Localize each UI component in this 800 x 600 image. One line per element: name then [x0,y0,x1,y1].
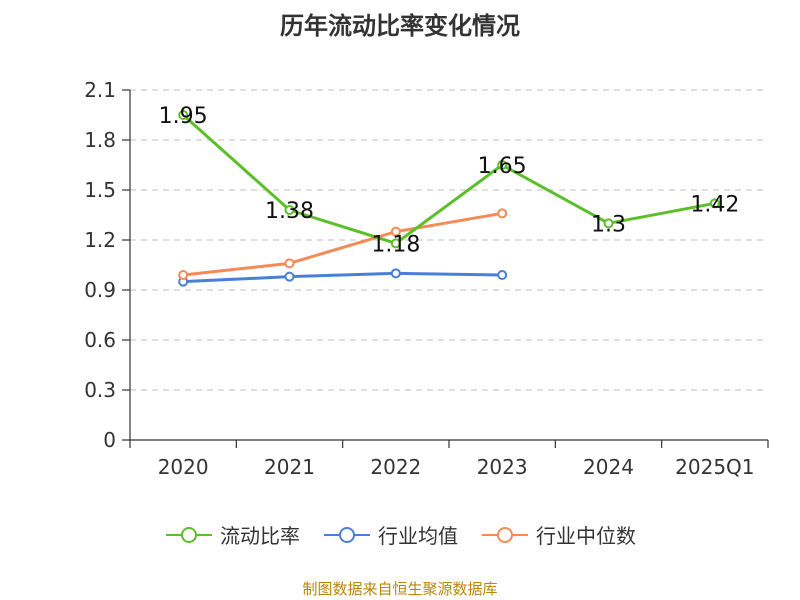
y-tick-label: 0.9 [84,278,116,302]
legend-swatch-median [480,525,530,545]
data-label: 1.18 [371,232,420,257]
data-point-median[interactable] [390,226,401,237]
grid-layer [130,89,768,391]
y-tick-label: 1.2 [84,228,116,252]
data-point-liudong[interactable] [709,198,720,209]
legend-swatch-liudong [164,525,214,545]
series-line-avg [183,271,503,284]
y-tick-label: 0.6 [84,328,116,352]
legend-item-avg[interactable]: 行业均值 [322,520,458,549]
x-tick-label: 2022 [370,455,421,479]
x-tick-label: 2024 [583,455,634,479]
data-point-liudong[interactable] [178,110,189,120]
chart-title: 历年流动比率变化情况 [280,12,520,40]
data-point-liudong[interactable] [284,205,295,215]
data-point-liudong[interactable] [497,160,508,170]
y-tick-label: 0 [103,428,116,452]
x-tick-label: 2020 [158,455,209,479]
data-point-liudong[interactable] [603,218,614,229]
data-label: 1.65 [478,154,527,179]
series-layer [178,110,720,287]
axis-layer: 0 0.3 0.6 0.9 1.2 1.5 1.8 2.1 2020 2021 2022 2023 20… [84,78,769,479]
series-line-liudong [182,113,716,245]
x-tick-label: 2021 [264,455,315,479]
legend-label-liudong: 流动比率 [220,524,300,548]
data-point-liudong[interactable] [390,238,401,249]
series-line-median [183,211,503,277]
data-label: 1.42 [690,192,739,217]
legend-item-liudong[interactable]: 流动比率 [164,520,300,549]
y-tick-label: 1.8 [84,128,116,152]
data-label: 1.95 [159,104,208,129]
data-point-median[interactable] [178,270,189,280]
y-tick-label: 1.5 [84,178,116,202]
data-point-avg[interactable] [390,268,401,279]
label-layer: 1.95 1.38 1.18 1.65 1.3 1.42 [159,104,740,257]
data-point-avg[interactable] [497,270,508,280]
legend-swatch-avg [322,525,372,545]
legend-label-avg: 行业均值 [378,524,458,548]
x-tick-label: 2025Q1 [675,455,754,479]
y-tick-label: 2.1 [84,78,116,102]
data-label: 1.3 [591,212,626,237]
data-label: 1.38 [265,199,314,224]
legend-label-median: 行业中位数 [536,524,636,548]
y-tick-label: 0.3 [84,378,116,402]
legend: 流动比率 行业均值 行业中位数 [0,520,800,549]
x-tick-label: 2023 [477,455,528,479]
data-point-median[interactable] [497,208,508,219]
source-footnote: 制图数据来自恒生聚源数据库 [302,580,498,598]
data-point-avg[interactable] [284,271,295,282]
legend-item-median[interactable]: 行业中位数 [480,520,636,549]
data-point-median[interactable] [284,258,295,269]
